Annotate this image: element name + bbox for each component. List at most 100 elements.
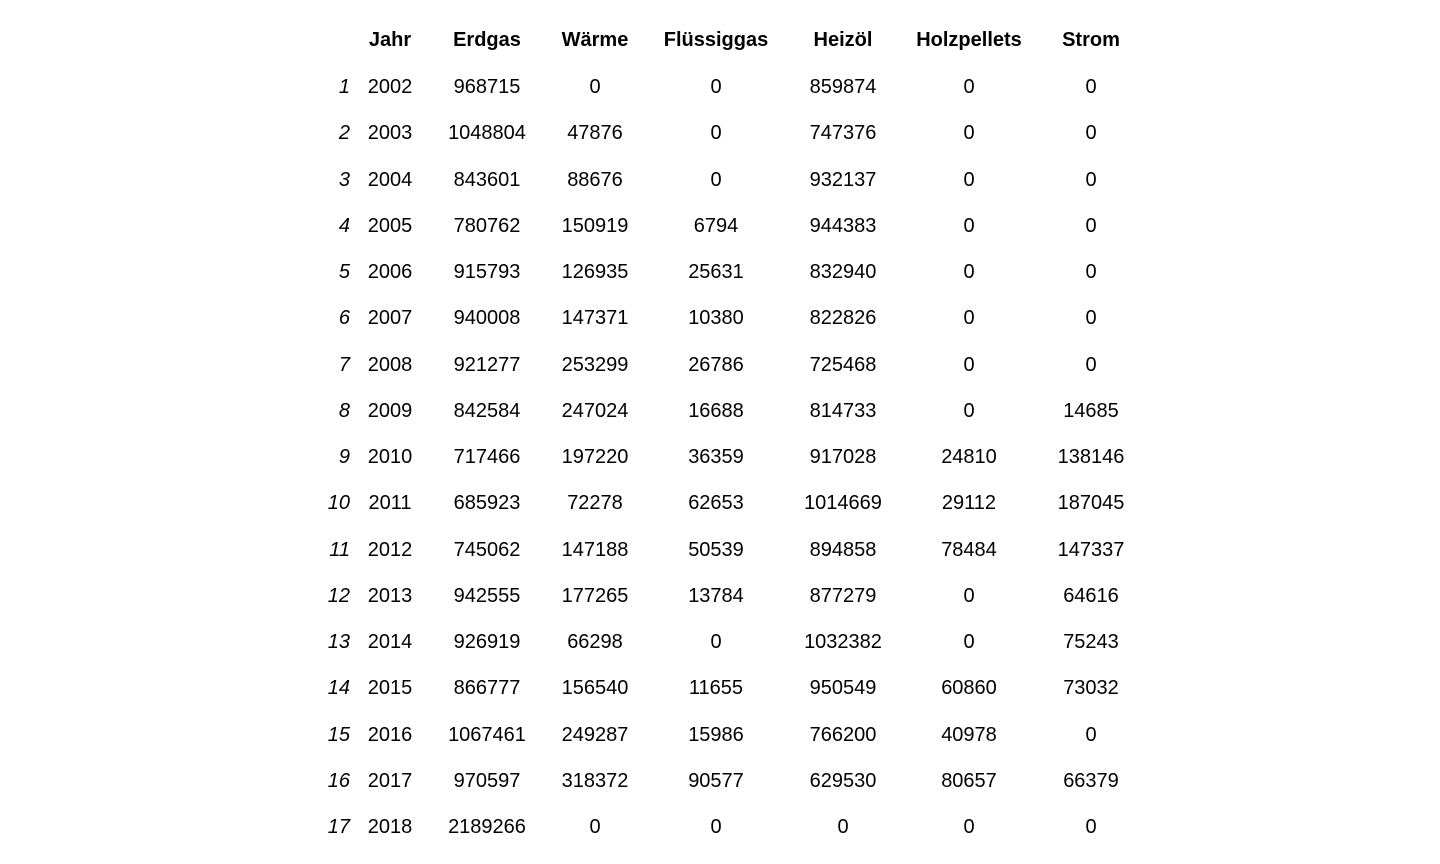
- cell-waerme: 249287: [561, 723, 629, 746]
- cell-jahr: 2011: [368, 492, 412, 515]
- cell-heizoel: 747376: [809, 122, 877, 145]
- column-header-waerme: Wärme: [561, 29, 629, 51]
- cell-heizoel: 1014669: [804, 492, 882, 515]
- cell-strom: 187045: [1057, 492, 1125, 515]
- row-index: 1: [338, 76, 350, 98]
- cell-strom: 75243: [1063, 631, 1119, 653]
- cell-waerme: 150919: [561, 214, 629, 237]
- cell-heizoel: 725468: [809, 353, 877, 376]
- cell-erdgas: 921277: [453, 353, 521, 376]
- cell-erdgas: 745062: [453, 538, 521, 561]
- cell-fluessiggas: 15986: [688, 723, 744, 746]
- cell-strom: 0: [1085, 353, 1097, 376]
- cell-jahr: 2002: [367, 76, 413, 98]
- cell-heizoel: 0: [837, 816, 849, 838]
- cell-jahr: 2003: [367, 122, 413, 145]
- cell-waerme: 318372: [561, 769, 629, 792]
- cell-heizoel: 894858: [809, 538, 877, 561]
- row-index: 6: [338, 307, 350, 330]
- cell-jahr: 2014: [367, 631, 413, 653]
- cell-erdgas: 915793: [453, 261, 521, 283]
- row-index: 14: [327, 677, 350, 700]
- cell-holzpellets: 0: [963, 168, 975, 191]
- cell-holzpellets: 0: [963, 816, 975, 838]
- cell-jahr: 2005: [367, 214, 413, 237]
- cell-heizoel: 629530: [809, 769, 877, 792]
- cell-waerme: 147188: [561, 538, 629, 561]
- cell-strom: 64616: [1063, 584, 1119, 607]
- cell-jahr: 2004: [367, 168, 413, 191]
- cell-erdgas: 968715: [453, 76, 521, 98]
- cell-strom: 0: [1085, 122, 1097, 145]
- cell-heizoel: 917028: [809, 446, 877, 468]
- cell-erdgas: 866777: [453, 677, 521, 700]
- row-index: 15: [327, 723, 350, 746]
- cell-fluessiggas: 11655: [688, 677, 744, 700]
- cell-erdgas: 1067461: [448, 723, 526, 746]
- cell-heizoel: 944383: [809, 214, 877, 237]
- cell-jahr: 2013: [367, 584, 413, 607]
- column-header-strom: Strom: [1062, 29, 1120, 51]
- cell-strom: 0: [1085, 723, 1097, 746]
- column-header-holzpellets: Holzpellets: [916, 29, 1022, 51]
- cell-strom: 0: [1085, 261, 1097, 283]
- column-header-jahr: Jahr: [368, 29, 412, 51]
- cell-fluessiggas: 0: [710, 631, 722, 653]
- cell-strom: 0: [1085, 168, 1097, 191]
- cell-heizoel: 822826: [809, 307, 877, 330]
- row-index: 13: [327, 631, 350, 653]
- cell-strom: 14685: [1063, 399, 1119, 422]
- cell-fluessiggas: 26786: [688, 353, 744, 376]
- cell-strom: 147337: [1057, 538, 1125, 561]
- cell-fluessiggas: 16688: [688, 399, 744, 422]
- cell-erdgas: 842584: [453, 399, 521, 422]
- cell-holzpellets: 40978: [941, 723, 997, 746]
- cell-holzpellets: 0: [963, 76, 975, 98]
- cell-fluessiggas: 62653: [688, 492, 744, 515]
- cell-jahr: 2012: [367, 538, 413, 561]
- cell-jahr: 2006: [367, 261, 413, 283]
- cell-holzpellets: 0: [963, 584, 975, 607]
- row-index: 7: [338, 353, 350, 376]
- cell-erdgas: 940008: [453, 307, 521, 330]
- cell-erdgas: 926919: [453, 631, 521, 653]
- cell-jahr: 2016: [367, 723, 413, 746]
- cell-heizoel: 932137: [809, 168, 877, 191]
- cell-strom: 0: [1085, 76, 1097, 98]
- cell-fluessiggas: 0: [710, 122, 722, 145]
- row-index: 9: [338, 446, 350, 468]
- cell-fluessiggas: 0: [710, 168, 722, 191]
- cell-waerme: 88676: [567, 168, 623, 191]
- row-index: 2: [338, 122, 350, 145]
- cell-jahr: 2007: [367, 307, 413, 330]
- cell-holzpellets: 0: [963, 399, 975, 422]
- cell-waerme: 0: [589, 76, 601, 98]
- cell-erdgas: 685923: [453, 492, 521, 515]
- cell-waerme: 72278: [567, 492, 623, 515]
- row-index: 10: [327, 492, 350, 515]
- cell-heizoel: 859874: [809, 76, 877, 98]
- cell-heizoel: 1032382: [804, 631, 882, 653]
- cell-strom: 0: [1085, 307, 1097, 330]
- cell-erdgas: 970597: [453, 769, 521, 792]
- cell-waerme: 253299: [561, 353, 629, 376]
- cell-holzpellets: 80657: [941, 769, 997, 792]
- cell-erdgas: 1048804: [448, 122, 526, 145]
- cell-erdgas: 717466: [453, 446, 521, 468]
- cell-heizoel: 877279: [809, 584, 877, 607]
- row-index: 16: [327, 769, 350, 792]
- cell-holzpellets: 0: [963, 353, 975, 376]
- row-index: 17: [327, 816, 350, 838]
- cell-erdgas: 780762: [453, 214, 521, 237]
- cell-jahr: 2008: [367, 353, 413, 376]
- cell-fluessiggas: 6794: [693, 214, 739, 237]
- row-index: 5: [338, 261, 350, 283]
- row-index: 3: [338, 168, 350, 191]
- cell-strom: 0: [1085, 816, 1097, 838]
- cell-holzpellets: 24810: [941, 446, 997, 468]
- cell-heizoel: 832940: [809, 261, 877, 283]
- cell-fluessiggas: 13784: [688, 584, 744, 607]
- cell-jahr: 2018: [367, 816, 413, 838]
- cell-waerme: 0: [589, 816, 601, 838]
- cell-fluessiggas: 90577: [688, 769, 744, 792]
